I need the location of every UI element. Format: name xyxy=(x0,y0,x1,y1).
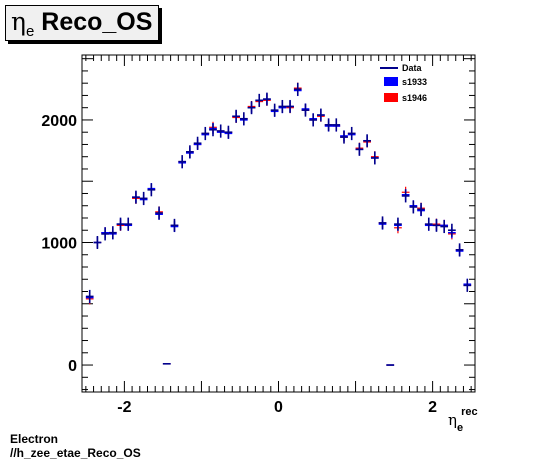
legend: Data s1933 s1946 xyxy=(380,63,427,103)
marker-data xyxy=(124,217,133,231)
marker-data xyxy=(340,130,348,144)
marker-data xyxy=(324,118,333,132)
x-axis-label: ηe rec xyxy=(448,406,478,434)
marker-data xyxy=(101,227,109,241)
marker-data xyxy=(394,217,402,231)
marker-data xyxy=(448,223,456,237)
title-text: Reco_OS xyxy=(34,7,153,36)
marker-data xyxy=(455,243,464,257)
marker-data xyxy=(132,190,140,204)
marker-data xyxy=(332,118,341,132)
marker-data xyxy=(147,183,156,197)
marker-data xyxy=(178,155,187,169)
marker-data xyxy=(201,126,210,140)
marker-data xyxy=(239,112,248,126)
marker-data xyxy=(401,189,410,203)
marker-data xyxy=(309,113,318,127)
legend-s1946-swatch xyxy=(384,93,398,102)
title-symbol: η xyxy=(11,6,26,36)
x-axis-label-sub: e xyxy=(457,422,463,434)
y-tick-label: 0 xyxy=(68,358,77,375)
marker-data xyxy=(139,191,148,205)
x-axis-label-symbol: η xyxy=(448,411,457,429)
marker-data xyxy=(370,151,379,165)
footer-histogram-path: //h_zee_etae_Reco_OS xyxy=(10,446,141,460)
marker-data xyxy=(432,218,441,232)
plot-frame xyxy=(81,54,476,393)
marker-data xyxy=(247,101,256,115)
x-tick-label: 0 xyxy=(274,399,283,416)
y-tick-label: 1000 xyxy=(41,235,77,252)
marker-data xyxy=(255,93,264,107)
x-axis-label-sup: rec xyxy=(461,406,478,418)
legend-entry-s1933: s1933 xyxy=(402,77,427,87)
marker-data xyxy=(93,235,102,249)
axis-ticks xyxy=(82,55,475,392)
marker-data xyxy=(463,278,472,292)
title-subscript: e xyxy=(25,22,35,40)
marker-data xyxy=(263,92,271,106)
page-title: ηe Reco_OS xyxy=(11,7,152,40)
marker-data xyxy=(363,134,371,148)
marker-data xyxy=(270,103,279,117)
legend-entry-data: Data xyxy=(402,63,423,73)
legend-s1933-swatch xyxy=(384,77,398,86)
marker-data xyxy=(116,217,125,231)
marker-data xyxy=(170,218,179,232)
x-tick-label: -2 xyxy=(117,399,131,416)
marker-data xyxy=(85,289,94,303)
marker-data xyxy=(108,226,117,240)
marker-data xyxy=(293,82,302,96)
marker-data xyxy=(278,99,287,113)
marker-data xyxy=(355,142,364,156)
marker-data xyxy=(347,126,356,140)
title-box: ηe Reco_OS xyxy=(5,5,159,41)
marker-data xyxy=(224,125,233,139)
axis-tick-labels: 0 1000 2000 -2 0 2 xyxy=(41,113,437,416)
footer-label: Electron xyxy=(10,432,59,446)
marker-data xyxy=(440,220,449,234)
legend-entry-s1946: s1946 xyxy=(402,93,427,103)
marker-data xyxy=(232,109,240,123)
data-markers xyxy=(85,82,472,366)
x-tick-label: 2 xyxy=(428,399,437,416)
marker-data xyxy=(424,217,433,231)
marker-data xyxy=(186,145,194,159)
marker-data xyxy=(286,99,294,113)
marker-data xyxy=(378,216,387,230)
marker-data xyxy=(193,136,202,150)
marker-data xyxy=(216,124,225,138)
marker-data xyxy=(317,108,325,122)
y-tick-label: 2000 xyxy=(41,113,77,130)
marker-data xyxy=(301,103,310,117)
marker-data xyxy=(155,206,163,220)
marker-data xyxy=(209,123,217,137)
marker-data xyxy=(417,202,425,216)
marker-data xyxy=(409,200,418,214)
